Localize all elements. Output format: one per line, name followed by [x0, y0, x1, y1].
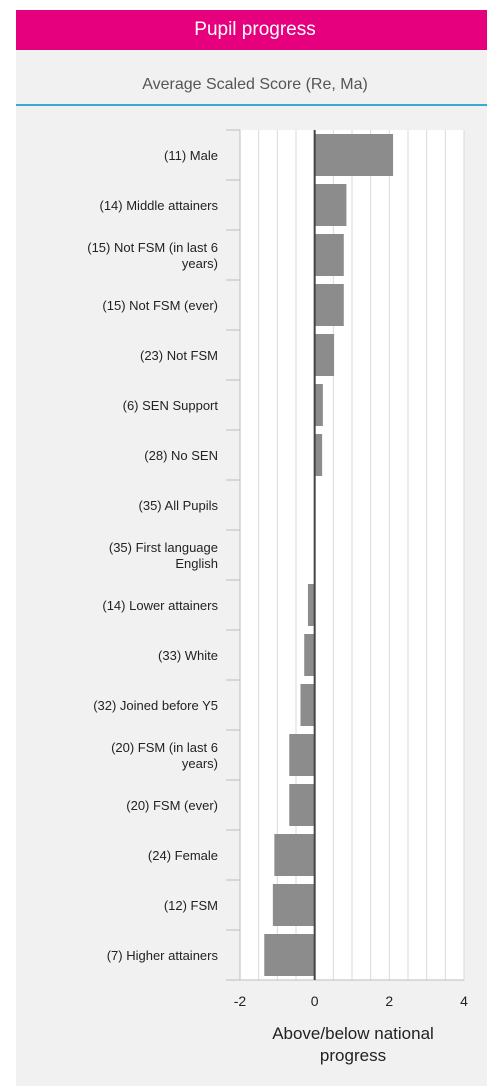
- panel-title: Pupil progress: [194, 19, 316, 40]
- bar: [314, 384, 323, 426]
- bar: [314, 234, 344, 276]
- bar: [314, 434, 323, 476]
- x-tick-label: 4: [460, 993, 468, 1009]
- x-tick-label: 2: [385, 993, 393, 1009]
- bar: [314, 184, 347, 226]
- subtitle-divider: [16, 104, 487, 106]
- bar: [304, 634, 315, 676]
- category-label: (12) FSM: [164, 898, 218, 913]
- bar: [272, 884, 315, 926]
- bar: [307, 584, 315, 626]
- category-label: (35) All Pupils: [139, 498, 219, 513]
- bar: [289, 784, 315, 826]
- category-label: (6) SEN Support: [123, 398, 219, 413]
- category-label: (15) Not FSM (in last 6 years): [87, 240, 218, 271]
- category-label: (15) Not FSM (ever): [102, 298, 218, 313]
- bar: [314, 284, 344, 326]
- bar: [314, 334, 335, 376]
- bar: [264, 934, 315, 976]
- x-tick-label: -2: [234, 993, 247, 1009]
- bar: [314, 134, 394, 176]
- panel-header: Pupil progress: [16, 10, 487, 50]
- category-label: (20) FSM (ever): [126, 798, 218, 813]
- category-label: (14) Lower attainers: [102, 598, 218, 613]
- category-label: (24) Female: [148, 848, 218, 863]
- x-tick-label: 0: [311, 993, 319, 1009]
- category-label: (33) White: [158, 648, 218, 663]
- category-label: (20) FSM (in last 6 years): [111, 740, 218, 771]
- category-label: (23) Not FSM: [140, 348, 218, 363]
- chart-subtitle: Average Scaled Score (Re, Ma): [142, 76, 368, 93]
- bar: [300, 684, 315, 726]
- x-axis-title: Above/below national progress: [272, 1024, 434, 1065]
- bar: [274, 834, 315, 876]
- category-label: (28) No SEN: [144, 448, 218, 463]
- category-label: (35) First language English: [109, 540, 218, 571]
- category-label: (7) Higher attainers: [107, 948, 219, 963]
- category-label: (11) Male: [164, 148, 218, 163]
- category-label: (14) Middle attainers: [100, 198, 219, 213]
- bar: [289, 734, 315, 776]
- category-label: (32) Joined before Y5: [93, 698, 218, 713]
